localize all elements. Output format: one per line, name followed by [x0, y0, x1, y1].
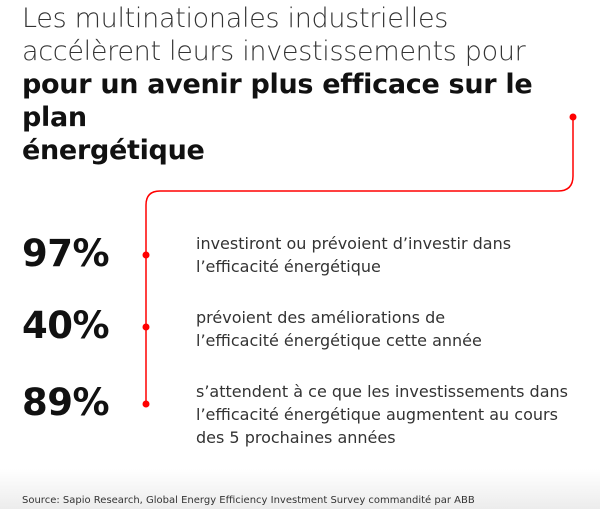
stat-value: 89%	[22, 381, 110, 424]
headline-line: Les multinationales industrielles	[22, 3, 449, 34]
stat-text: investiront ou prévoient d’investir dans	[196, 234, 512, 253]
stat-description: prévoient des améliorations de l’efficac…	[196, 306, 576, 352]
stat-text: l’efficacité énergétique augmentent au c…	[196, 405, 558, 424]
connector-dot	[142, 323, 150, 331]
stat-text: l’efficacité énergétique cette année	[196, 331, 482, 350]
headline-line: énergétique	[22, 135, 205, 166]
stat-value: 97%	[22, 232, 110, 275]
headline: Les multinationales industrielles accélè…	[22, 2, 582, 167]
headline-line: pour un avenir plus efficace sur le plan	[22, 69, 533, 133]
stat-text: prévoient des améliorations de	[196, 308, 446, 327]
stat-value: 40%	[22, 304, 110, 347]
headline-line: accélèrent leurs investissements pour	[22, 36, 526, 67]
connector-path	[145, 117, 574, 405]
connector-dot	[142, 400, 150, 408]
footer	[0, 469, 600, 509]
stat-description: s’attendent à ce que les investissements…	[196, 380, 576, 449]
connector-dot	[569, 113, 577, 121]
stat-text: s’attendent à ce que les investissements…	[196, 382, 568, 401]
stat-description: investiront ou prévoient d’investir dans…	[196, 232, 576, 278]
connector-dot	[142, 251, 150, 259]
source-note: Source: Sapio Research, Global Energy Ef…	[22, 495, 475, 506]
stat-text: l’efficacité énergétique	[196, 257, 381, 276]
stat-text: des 5 prochaines années	[196, 428, 396, 447]
